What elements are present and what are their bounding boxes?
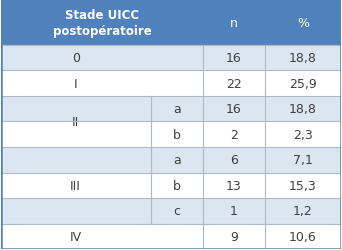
Text: b: b — [173, 128, 181, 141]
Bar — [1, 46, 341, 71]
Bar — [1, 96, 341, 122]
Bar — [1, 198, 341, 224]
Text: 2,3: 2,3 — [293, 128, 313, 141]
Text: 15,3: 15,3 — [289, 179, 317, 192]
Text: 7,1: 7,1 — [293, 154, 313, 166]
Text: a: a — [173, 103, 181, 116]
Text: 9: 9 — [230, 230, 238, 243]
Bar — [1, 224, 341, 249]
Text: 6: 6 — [230, 154, 238, 166]
Bar — [1, 1, 341, 46]
Bar — [1, 122, 341, 148]
Text: 1,2: 1,2 — [293, 204, 313, 218]
Text: b: b — [173, 179, 181, 192]
Text: 22: 22 — [226, 77, 242, 90]
Bar — [1, 148, 341, 173]
Text: n: n — [230, 16, 238, 30]
Text: 0: 0 — [71, 52, 80, 65]
Bar — [1, 173, 341, 198]
Text: 1: 1 — [230, 204, 238, 218]
Text: 16: 16 — [226, 52, 242, 65]
Text: a: a — [173, 154, 181, 166]
Text: III: III — [70, 179, 81, 192]
Text: %: % — [297, 16, 309, 30]
Text: 10,6: 10,6 — [289, 230, 317, 243]
Text: 18,8: 18,8 — [289, 52, 317, 65]
Text: 13: 13 — [226, 179, 242, 192]
Text: 16: 16 — [226, 103, 242, 116]
Text: IV: IV — [69, 230, 82, 243]
Text: 18,8: 18,8 — [289, 103, 317, 116]
Text: 25,9: 25,9 — [289, 77, 317, 90]
Text: Stade UICC
postopératoire: Stade UICC postopératoire — [53, 8, 152, 38]
Text: c: c — [173, 204, 181, 218]
Text: 2: 2 — [230, 128, 238, 141]
Text: I: I — [74, 77, 77, 90]
Text: II: II — [72, 116, 79, 128]
Bar — [1, 71, 341, 96]
